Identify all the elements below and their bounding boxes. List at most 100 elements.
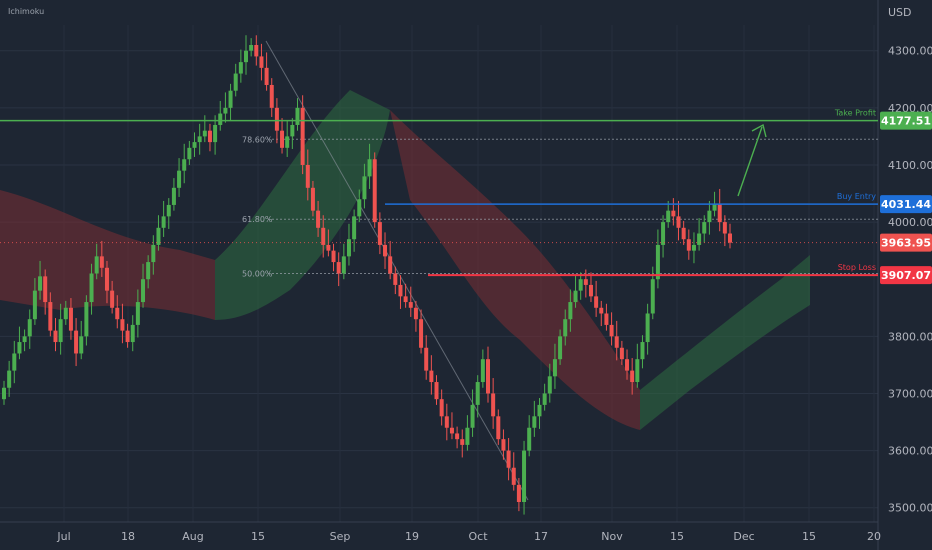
x-axis: Jul 18 Aug 15 Sep 19 Oct 17 Nov 15 Dec 15 20 (56, 530, 881, 543)
candle-body (614, 336, 619, 348)
x-tick-label: Nov (601, 530, 623, 543)
candle-body (413, 307, 418, 320)
candle-body (717, 204, 722, 223)
candle-body (568, 302, 573, 320)
candle-body (558, 336, 563, 360)
candle-body (27, 319, 32, 337)
candle-body (640, 342, 645, 360)
candle-body (455, 433, 460, 440)
y-axis: 4300.00 4200.00 4100.00 4000.00 3800.00 3700.… (888, 45, 932, 515)
candle-body (310, 187, 315, 211)
candle-body (486, 359, 490, 394)
candle-body (316, 210, 321, 228)
y-tick-label: 4000.00 (888, 216, 932, 229)
candle-body (7, 370, 12, 388)
candle-body (321, 227, 326, 245)
cloud-bull-segment-1 (215, 90, 390, 320)
y-tick-label: 3500.00 (888, 502, 932, 515)
candle-body (218, 113, 223, 125)
candle-body (269, 84, 274, 108)
candle-body (563, 319, 568, 337)
candle-body (439, 399, 444, 417)
candle-body (511, 467, 516, 485)
candle-body (290, 124, 295, 137)
candle-body (573, 290, 578, 303)
candle-body (666, 210, 671, 223)
x-tick-label: 18 (121, 530, 135, 543)
candle-body (346, 239, 351, 257)
candle-body (125, 330, 130, 343)
candle-body (383, 244, 388, 257)
candle-body (110, 290, 115, 308)
last-price-tag (880, 233, 932, 252)
y-tick-label: 3800.00 (888, 330, 932, 343)
fib-label: 78.60% (242, 135, 273, 144)
x-tick-label: Jul (56, 530, 70, 543)
level-name-label: Take Profit (834, 109, 876, 118)
candle-body (429, 370, 434, 383)
currency-label: USD (888, 6, 912, 19)
candle-body (17, 342, 22, 354)
candle-body (146, 262, 151, 280)
candle-body (516, 484, 521, 503)
candle-body (702, 222, 707, 234)
candle-body (424, 347, 429, 371)
candle-body (434, 382, 439, 400)
candle-body (419, 319, 424, 348)
candle-body (522, 450, 527, 503)
candle-body (594, 296, 599, 308)
candle-body (68, 307, 73, 331)
candle-body (300, 107, 305, 165)
fib-diagonal-line (265, 40, 529, 501)
level-name-label: Stop Loss (838, 263, 876, 272)
candle-body (491, 393, 496, 417)
level-price-tag (880, 111, 932, 130)
candle-body (223, 107, 228, 114)
candle-body (352, 216, 357, 240)
candle-body (583, 279, 588, 285)
candle-body (625, 359, 630, 371)
candle-body (207, 130, 212, 143)
candle-body (480, 359, 485, 383)
candle-body (274, 107, 279, 131)
x-tick-label: 15 (802, 530, 816, 543)
level-price-tag (880, 195, 932, 214)
price-tags: 4177.51 4031.44 3907.07 3963.95 (880, 111, 932, 285)
x-tick-label: 15 (670, 530, 684, 543)
candle-body (398, 284, 403, 297)
y-tick-label: 3700.00 (888, 387, 932, 400)
candle-body (604, 313, 609, 325)
candle-body (578, 279, 583, 291)
candle-body (326, 244, 331, 251)
candle-body (285, 136, 290, 148)
candle-body (259, 56, 264, 68)
candle-body (192, 142, 197, 148)
candle-body (722, 222, 727, 234)
candle-body (532, 416, 537, 428)
candle-body (171, 187, 176, 205)
cloud-bear-segment-1 (0, 190, 215, 320)
candle-body (197, 136, 202, 143)
level-price-tag-text: 4031.44 (881, 198, 931, 211)
candle-body (630, 370, 635, 383)
cloud-bull-segment-2 (640, 255, 810, 430)
candle-body (393, 273, 398, 285)
candle-body (501, 439, 506, 451)
candle-body (537, 404, 542, 417)
candle-body (202, 130, 207, 137)
candle-body (542, 393, 547, 405)
candle-body (609, 324, 614, 337)
candlestick-series (2, 35, 732, 515)
candle-body (249, 44, 254, 51)
x-tick-label: Oct (468, 530, 488, 543)
candle-body (141, 279, 146, 303)
trade-levels: Take Profit Buy Entry Stop Loss (0, 109, 878, 277)
candle-body (460, 439, 465, 445)
candle-body (691, 244, 696, 251)
x-tick-label: 19 (405, 530, 419, 543)
candle-body (264, 67, 269, 85)
candle-body (233, 73, 238, 91)
candle-body (295, 107, 300, 125)
